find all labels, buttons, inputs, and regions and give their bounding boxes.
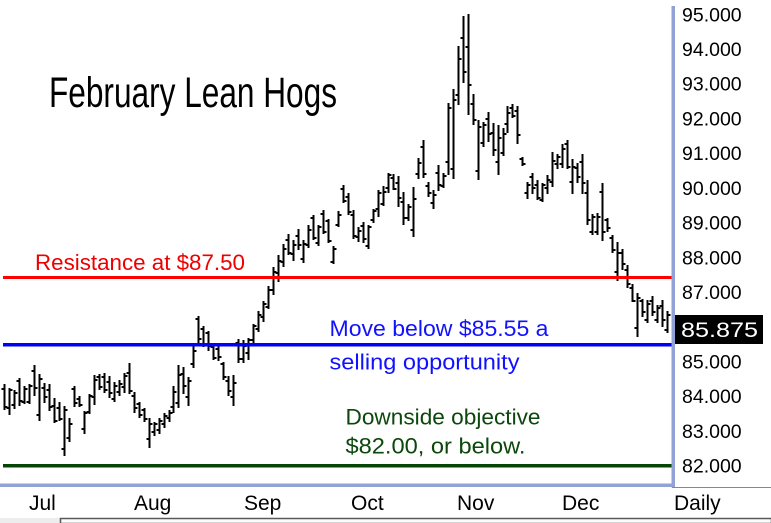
svg-text:88.000: 88.000 bbox=[682, 247, 742, 269]
svg-text:Dec: Dec bbox=[562, 492, 599, 515]
svg-text:Sep: Sep bbox=[244, 492, 281, 515]
svg-text:91.000: 91.000 bbox=[682, 143, 742, 165]
svg-text:90.000: 90.000 bbox=[682, 178, 742, 200]
svg-text:87.000: 87.000 bbox=[682, 282, 742, 304]
svg-text:Oct: Oct bbox=[351, 492, 384, 515]
svg-text:Aug: Aug bbox=[134, 492, 171, 515]
svg-text:Downside objective: Downside objective bbox=[346, 405, 541, 430]
svg-text:February Lean Hogs: February Lean Hogs bbox=[49, 69, 337, 117]
svg-text:Daily: Daily bbox=[674, 492, 721, 515]
svg-text:93.000: 93.000 bbox=[682, 74, 742, 96]
svg-text:82.000: 82.000 bbox=[682, 456, 742, 478]
svg-text:Move below $85.55 a: Move below $85.55 a bbox=[330, 316, 550, 341]
svg-text:95.000: 95.000 bbox=[682, 4, 742, 26]
svg-text:Nov: Nov bbox=[457, 492, 495, 515]
svg-text:85.875: 85.875 bbox=[681, 319, 758, 342]
svg-text:89.000: 89.000 bbox=[682, 213, 742, 235]
svg-text:92.000: 92.000 bbox=[682, 109, 742, 131]
svg-text:85.000: 85.000 bbox=[682, 352, 742, 374]
svg-text:Resistance at $87.50: Resistance at $87.50 bbox=[35, 250, 245, 275]
svg-text:94.000: 94.000 bbox=[682, 39, 742, 61]
svg-text:selling opportunity: selling opportunity bbox=[330, 350, 520, 375]
svg-text:$82.00, or below.: $82.00, or below. bbox=[346, 434, 526, 459]
svg-text:Jul: Jul bbox=[29, 492, 56, 515]
svg-text:84.000: 84.000 bbox=[682, 386, 742, 408]
svg-text:83.000: 83.000 bbox=[682, 421, 742, 443]
